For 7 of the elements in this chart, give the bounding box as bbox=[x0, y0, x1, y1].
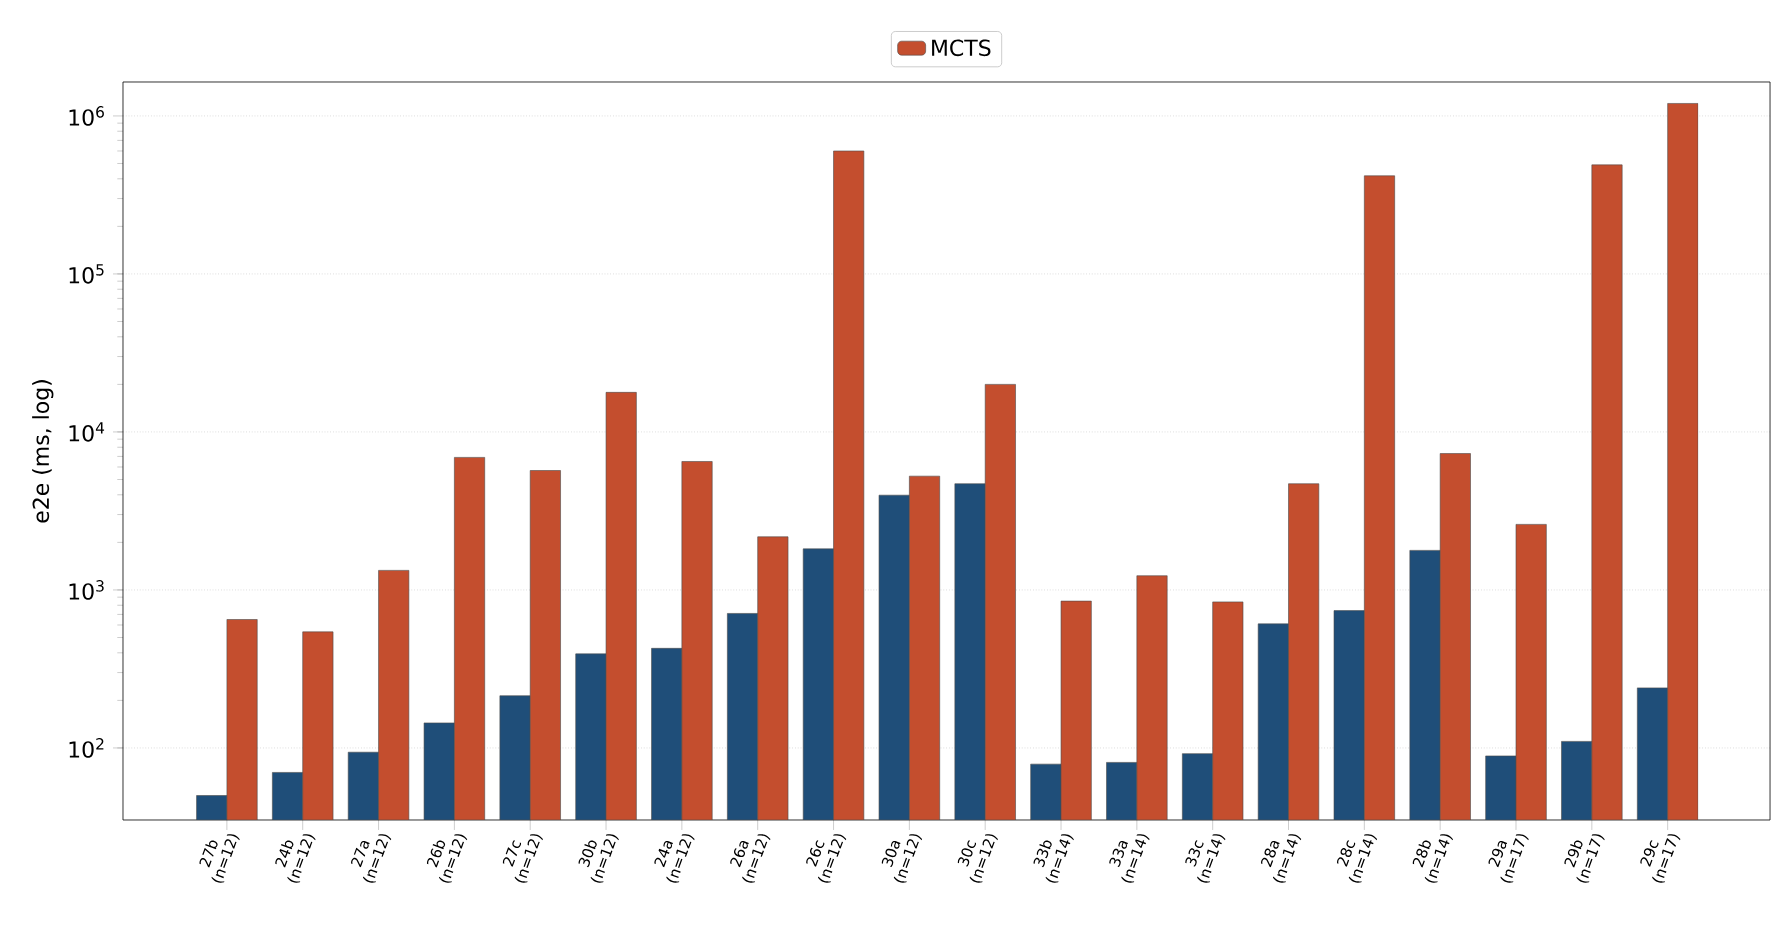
legend-label: MCTS bbox=[932, 39, 991, 57]
y-tick-label: 10$^{5}$ bbox=[69, 264, 104, 284]
y-tick-label: 10$^{3}$ bbox=[69, 580, 104, 600]
y-tick-label: 10$^{4}$ bbox=[69, 422, 105, 442]
y-tick-label: 10$^{6}$ bbox=[69, 106, 104, 126]
y-axis-title: e2e (ms, log) bbox=[32, 380, 54, 523]
y-tick-label: 10$^{2}$ bbox=[69, 738, 104, 758]
